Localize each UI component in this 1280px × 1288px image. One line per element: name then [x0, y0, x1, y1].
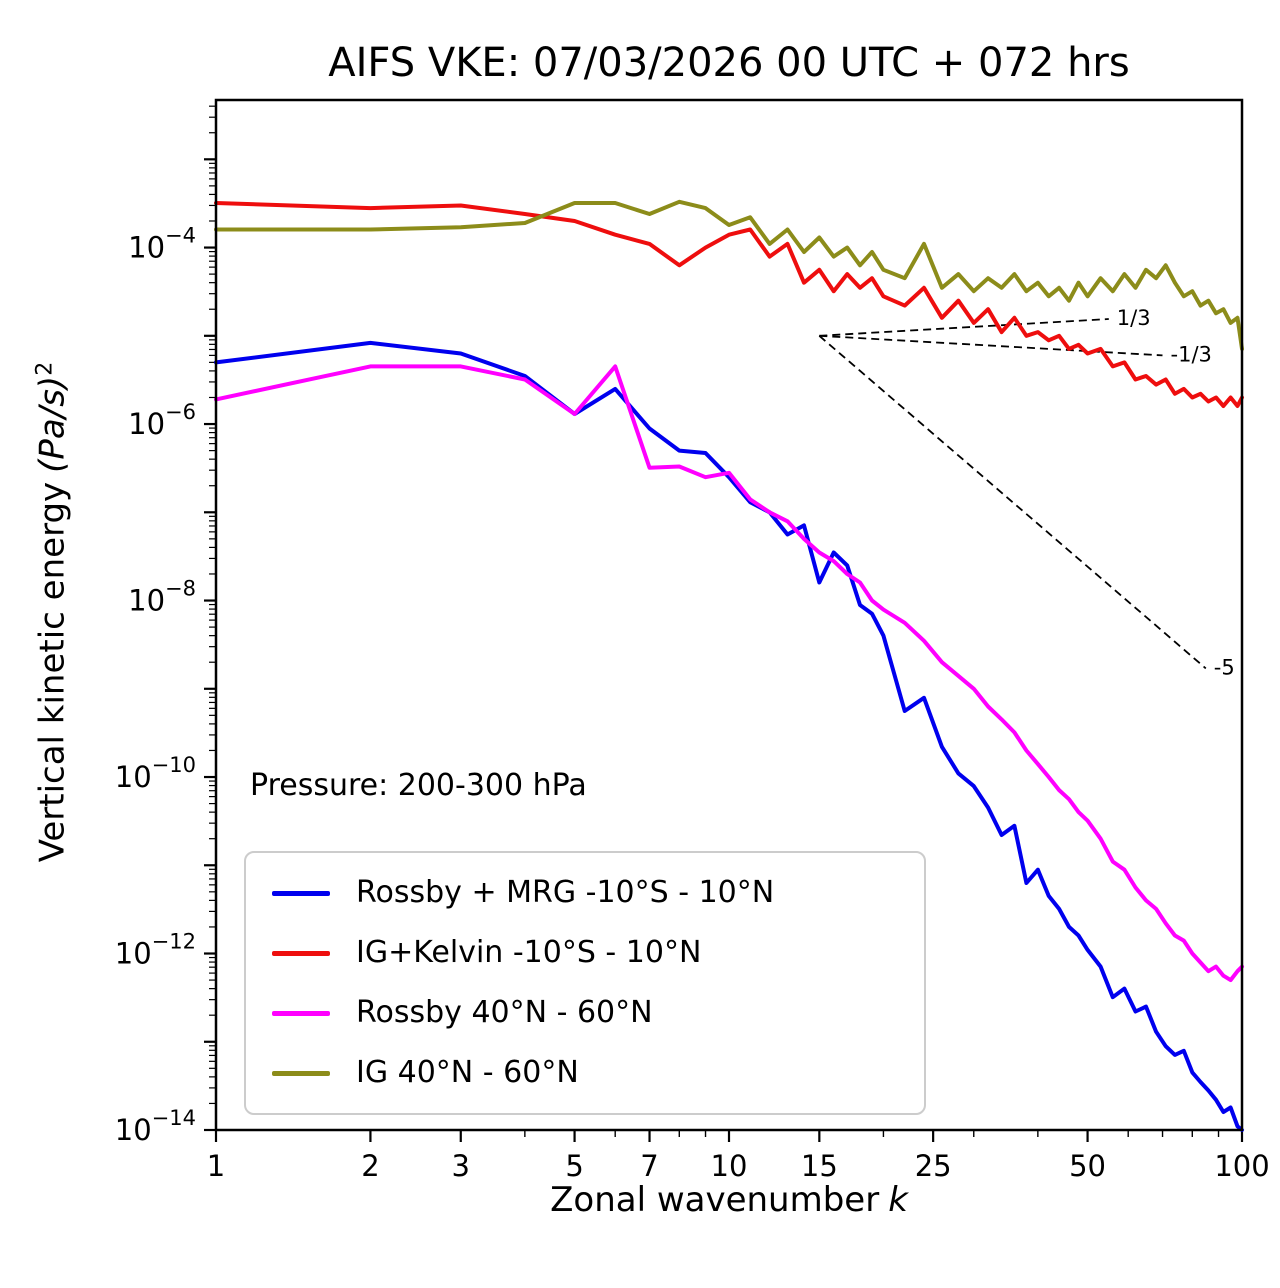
legend-label-rossby-mrg-tropics: Rossby + MRG -10°S - 10°N	[356, 875, 775, 910]
x-tick-label: 3	[452, 1149, 470, 1183]
legend-line-swatch-rossby-midlat	[272, 1010, 330, 1016]
y-tick-label: 10−10	[115, 753, 196, 794]
series-line-ig-kelvin-tropics	[214, 201, 1244, 408]
series-line-rossby-midlat	[214, 364, 1244, 983]
legend-label-rossby-midlat: Rossby 40°N - 60°N	[356, 995, 653, 1030]
legend-item-ig-midlat: IG 40°N - 60°N	[272, 1055, 894, 1091]
legend-item-rossby-midlat: Rossby 40°N - 60°N	[272, 995, 894, 1031]
x-axis-label-text: Zonal wavenumber	[550, 1180, 880, 1220]
chart-title: AIFS VKE: 07/03/2026 00 UTC + 072 hrs	[328, 40, 1130, 86]
legend-item-ig-kelvin-tropics: IG+Kelvin -10°S - 10°N	[272, 935, 894, 971]
reference-line--1-3	[819, 334, 1163, 357]
y-tick-label: 10−8	[128, 577, 196, 618]
y-tick-label: 10−4	[128, 224, 196, 265]
y-tick-label: 10−6	[128, 400, 196, 441]
x-tick-label: 1	[207, 1149, 225, 1183]
legend-label-ig-kelvin-tropics: IG+Kelvin -10°S - 10°N	[356, 935, 702, 970]
x-tick-label: 50	[1069, 1149, 1106, 1183]
x-tick-label: 10	[711, 1149, 748, 1183]
y-tick-label: 10−14	[115, 1106, 196, 1147]
legend: Rossby + MRG -10°S - 10°N IG+Kelvin -10°S…	[244, 851, 926, 1115]
y-axis-units-exponent: 2	[31, 361, 58, 376]
series-line-rossby-mrg-tropics	[214, 340, 1244, 1132]
legend-line-swatch-ig-kelvin-tropics	[272, 950, 330, 956]
x-axis-variable: k	[888, 1180, 908, 1220]
y-tick-label: 10−12	[115, 930, 196, 971]
series-line-ig-midlat	[214, 199, 1244, 351]
y-axis-label: Vertical kinetic energy (Pa/s)2	[31, 362, 72, 863]
legend-item-rossby-mrg-tropics: Rossby + MRG -10°S - 10°N	[272, 875, 894, 911]
legend-line-swatch-ig-midlat	[272, 1070, 330, 1076]
x-tick-label: 2	[361, 1149, 379, 1183]
plot-border	[214, 98, 1244, 1132]
y-axis-units: (Pa/s)	[32, 375, 73, 473]
x-axis-label: Zonal wavenumber k	[216, 1180, 1242, 1220]
reference-line-label: -1/3	[1171, 342, 1212, 366]
y-axis-label-text: Vertical kinetic energy	[32, 481, 73, 863]
reference-line-1-3	[819, 318, 1109, 337]
x-tick-label: 7	[640, 1149, 658, 1183]
legend-label-ig-midlat: IG 40°N - 60°N	[356, 1055, 579, 1090]
reference-line--5	[818, 335, 1207, 670]
x-tick-label: 100	[1214, 1149, 1269, 1183]
reference-line-label: -5	[1214, 655, 1235, 679]
legend-line-swatch-rossby-mrg-tropics	[272, 890, 330, 896]
pressure-annotation: Pressure: 200-300 hPa	[250, 768, 587, 803]
x-tick-label: 15	[801, 1149, 838, 1183]
x-tick-label: 5	[565, 1149, 583, 1183]
x-tick-label: 25	[915, 1149, 952, 1183]
reference-line-label: 1/3	[1117, 306, 1151, 330]
